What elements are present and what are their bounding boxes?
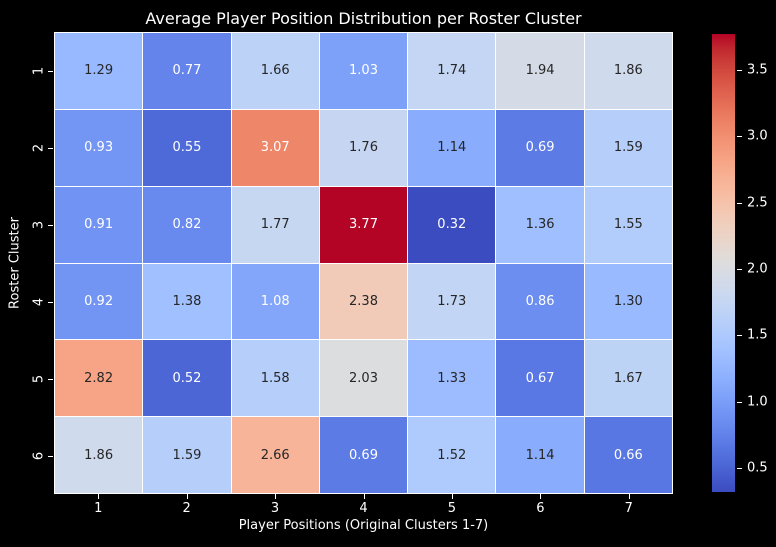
x-tick-mark [451, 494, 453, 499]
y-tick-mark [48, 147, 53, 149]
y-tick-mark [48, 70, 53, 72]
heatmap-cell: 3.77 [319, 186, 408, 263]
colorbar-tick-mark [737, 69, 742, 71]
colorbar-tick-mark [737, 401, 742, 403]
heatmap-cell: 2.03 [319, 340, 408, 417]
heatmap-cell: 1.66 [231, 33, 319, 109]
heatmap-cell: 1.59 [143, 417, 231, 493]
heatmap-cell: 0.77 [143, 33, 231, 109]
colorbar-tick-mark [737, 268, 742, 270]
heatmap-cell: 1.30 [584, 263, 672, 340]
y-tick-mark [48, 455, 53, 457]
y-tick-mark [48, 224, 53, 226]
heatmap-cell: 2.82 [55, 340, 143, 417]
heatmap-cell: 1.94 [496, 33, 584, 109]
heatmap-cell: 0.92 [55, 263, 143, 340]
colorbar-tick-label: 1.0 [747, 394, 768, 410]
heatmap-cell: 1.55 [584, 186, 672, 263]
heatmap-cell: 0.66 [584, 417, 672, 493]
x-tick-mark [98, 494, 100, 499]
x-tick-mark [540, 494, 542, 499]
heatmap-cell: 0.67 [496, 340, 584, 417]
heatmap-cell: 1.77 [231, 186, 319, 263]
x-tick-mark [186, 494, 188, 499]
x-tick-label: 4 [359, 501, 368, 516]
x-tick-label: 5 [447, 501, 457, 516]
chart-title: Average Player Position Distribution per… [145, 9, 582, 28]
y-tick-mark [48, 378, 53, 380]
heatmap-cell: 1.59 [584, 109, 672, 186]
heatmap-cell: 3.07 [231, 109, 319, 186]
heatmap-cell: 0.93 [55, 109, 143, 186]
colorbar-tick-label: 2.5 [747, 195, 768, 211]
heatmap-cell: 0.55 [143, 109, 231, 186]
colorbar-tick-mark [737, 335, 742, 337]
x-tick-label: 7 [624, 501, 633, 516]
heatmap-cell: 1.03 [319, 33, 408, 109]
heatmap-cell: 1.08 [231, 263, 319, 340]
heatmap-cell: 0.69 [319, 417, 408, 493]
x-tick-label: 1 [94, 501, 103, 516]
x-tick-mark [628, 494, 630, 499]
heatmap-cell: 0.52 [143, 340, 231, 417]
y-tick-label: 5 [31, 374, 47, 383]
heatmap-grid: 1.29 0.77 1.66 1.03 1.74 1.94 1.86 0.93 0.55 3.07… [54, 32, 673, 494]
heatmap-cell: 0.86 [496, 263, 584, 340]
x-tick-label: 3 [270, 501, 280, 516]
heatmap-cell: 1.36 [496, 186, 584, 263]
x-tick-mark [363, 494, 365, 499]
colorbar [712, 34, 735, 492]
y-tick-label: 6 [31, 451, 47, 460]
heatmap-cell: 1.58 [231, 340, 319, 417]
heatmap-cell: 1.86 [55, 417, 143, 493]
x-tick-label: 2 [182, 501, 191, 516]
heatmap-cell: 2.38 [319, 263, 408, 340]
y-tick-label: 1 [31, 66, 47, 75]
y-tick-label: 2 [31, 143, 47, 152]
heatmap-cell: 1.86 [584, 33, 672, 109]
x-tick-mark [275, 494, 277, 499]
y-tick-label: 4 [31, 297, 47, 306]
x-axis-label: Player Positions (Original Clusters 1-7) [238, 518, 489, 533]
heatmap-cell: 1.74 [408, 33, 496, 109]
heatmap-cell: 0.91 [55, 186, 143, 263]
heatmap-cell: 1.67 [584, 340, 672, 417]
heatmap-cell: 0.32 [408, 186, 496, 263]
colorbar-tick-mark [737, 136, 742, 138]
colorbar-tick-mark [737, 468, 742, 470]
heatmap-cell: 1.38 [143, 263, 231, 340]
colorbar-tick-mark [737, 202, 742, 204]
heatmap-cell: 2.66 [231, 417, 319, 493]
heatmap-cell: 1.33 [408, 340, 496, 417]
heatmap-cell: 0.82 [143, 186, 231, 263]
x-tick-label: 6 [536, 501, 545, 516]
colorbar-tick-label: 1.5 [747, 327, 768, 343]
y-axis-label: Roster Cluster [7, 217, 23, 309]
colorbar-tick-label: 3.0 [747, 128, 768, 144]
heatmap-cell: 0.69 [496, 109, 584, 186]
heatmap-cell: 1.14 [408, 109, 496, 186]
heatmap-cell: 1.73 [408, 263, 496, 340]
colorbar-tick-label: 2.0 [747, 261, 768, 277]
colorbar-tick-label: 0.5 [747, 460, 768, 476]
y-tick-label: 3 [31, 220, 47, 229]
heatmap-cell: 1.76 [319, 109, 408, 186]
y-tick-mark [48, 301, 53, 303]
heatmap-cell: 1.14 [496, 417, 584, 493]
heatmap-cell: 1.29 [55, 33, 143, 109]
colorbar-tick-label: 3.5 [747, 62, 768, 78]
heatmap-cell: 1.52 [408, 417, 496, 493]
